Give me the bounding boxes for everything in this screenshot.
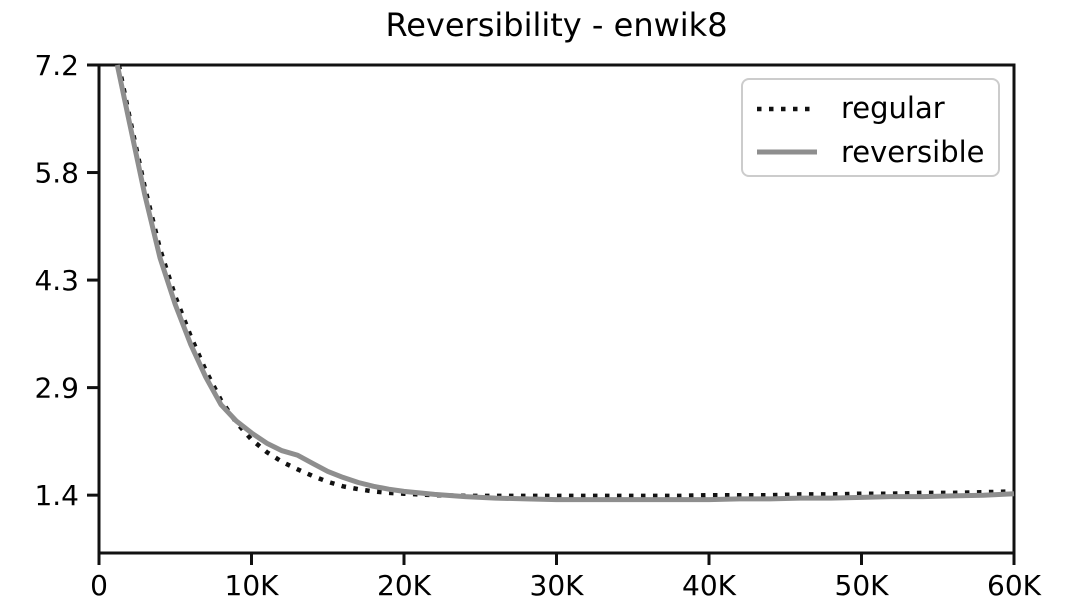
dotted-line-sample-icon [757, 106, 817, 111]
legend: regular reversible [741, 78, 1000, 177]
legend-label-reversible: reversible [841, 134, 985, 169]
x-tick-label: 50K [835, 569, 890, 602]
chart-title: Reversibility - enwik8 [385, 6, 728, 44]
legend-item-regular: regular [755, 88, 998, 130]
x-tick-label: 20K [377, 569, 432, 602]
x-tick-label: 40K [682, 569, 737, 602]
legend-label-regular: regular [841, 91, 945, 126]
x-tick-label: 10K [225, 569, 280, 602]
x-tick-label: 60K [987, 569, 1042, 602]
solid-line-sample-icon [757, 149, 817, 155]
x-tick-label: 30K [530, 569, 585, 602]
legend-item-reversible: reversible [755, 131, 998, 173]
y-tick-label: 2.9 [34, 372, 79, 405]
y-tick-label: 7.2 [34, 49, 79, 82]
y-tick-label: 4.3 [34, 264, 79, 297]
y-tick-label: 5.8 [34, 157, 79, 190]
y-tick-label: 1.4 [34, 479, 79, 512]
reversible-series-line [114, 64, 1015, 503]
x-tick-label: 0 [90, 569, 108, 602]
regular-series-line [116, 64, 1015, 499]
